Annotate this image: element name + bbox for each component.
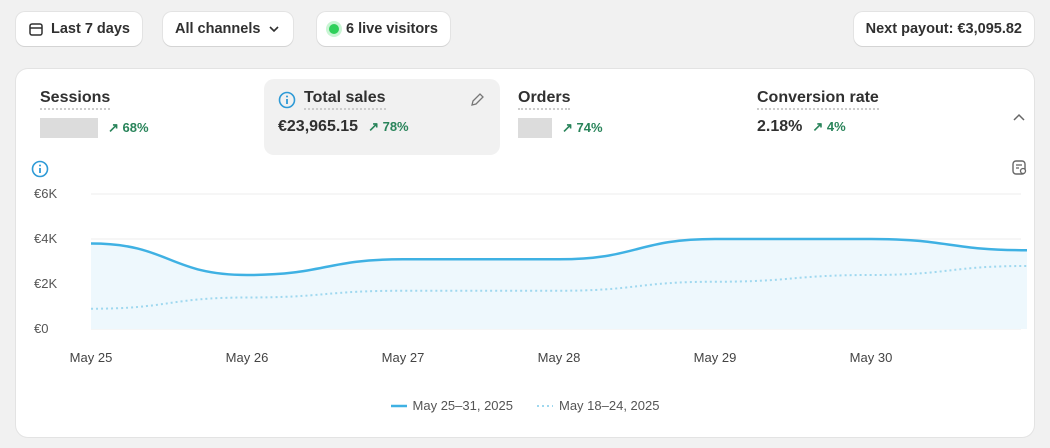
x-tick: May 29 xyxy=(693,350,737,365)
y-tick: €4K xyxy=(34,231,58,246)
calendar-icon xyxy=(29,23,43,36)
y-tick: €2K xyxy=(34,276,58,291)
analytics-card: Sessions ↗ 68% Total sales €23,965.15 ↗ 7… xyxy=(16,69,1034,437)
live-visitors-label: 6 live visitors xyxy=(346,21,438,37)
date-range-button[interactable]: Last 7 days xyxy=(16,12,142,46)
metric-total-sales[interactable]: Total sales €23,965.15 ↗ 78% xyxy=(264,79,500,155)
value-placeholder xyxy=(518,118,552,138)
change-badge: ↗ 68% xyxy=(108,120,149,135)
metric-title: Conversion rate xyxy=(757,89,879,110)
y-tick: €6K xyxy=(34,186,58,201)
metric-orders[interactable]: Orders ↗ 74% xyxy=(504,79,724,155)
change-badge: ↗ 4% xyxy=(812,119,846,134)
x-tick: May 30 xyxy=(849,350,893,365)
metric-title: Orders xyxy=(518,89,571,110)
legend-previous[interactable]: May 18–24, 2025 xyxy=(537,398,660,413)
change-badge: ↗ 74% xyxy=(562,120,603,135)
metric-conversion-rate[interactable]: Conversion rate 2.18% ↗ 4% xyxy=(743,79,963,155)
area-current xyxy=(91,239,1027,329)
y-tick: €0 xyxy=(34,321,49,336)
x-tick: May 26 xyxy=(225,350,269,365)
channels-label: All channels xyxy=(175,21,261,37)
payout-button[interactable]: Next payout: €3,095.82 xyxy=(853,12,1034,46)
chevron-down-icon xyxy=(269,26,279,33)
change-badge: ↗ 78% xyxy=(368,119,409,134)
chevron-up-icon[interactable] xyxy=(1011,111,1027,123)
x-tick: May 25 xyxy=(69,350,113,365)
x-tick: May 28 xyxy=(537,350,581,365)
metric-sessions[interactable]: Sessions ↗ 68% xyxy=(26,79,246,155)
x-tick: May 27 xyxy=(381,350,425,365)
live-dot-icon xyxy=(329,24,339,34)
metric-title: Sessions xyxy=(40,89,111,110)
live-visitors-button[interactable]: 6 live visitors xyxy=(317,12,450,46)
series-previous-line xyxy=(90,265,1028,310)
metric-value: €23,965.15 xyxy=(278,118,359,135)
metric-title: Total sales xyxy=(304,89,386,110)
channels-dropdown[interactable]: All channels xyxy=(163,12,294,46)
chart-search-icon[interactable] xyxy=(1011,159,1029,177)
series-current-line xyxy=(90,237,1028,277)
sales-chart xyxy=(90,193,1028,330)
value-placeholder xyxy=(40,118,98,138)
date-range-label: Last 7 days xyxy=(51,21,130,37)
info-icon[interactable] xyxy=(31,160,49,178)
chart-legend: May 25–31, 2025 May 18–24, 2025 xyxy=(16,398,1034,413)
metric-value: 2.18% xyxy=(757,118,803,135)
info-icon xyxy=(278,91,296,108)
payout-label: Next payout: €3,095.82 xyxy=(865,21,1022,37)
legend-current[interactable]: May 25–31, 2025 xyxy=(390,398,513,413)
pencil-icon[interactable] xyxy=(468,91,486,109)
